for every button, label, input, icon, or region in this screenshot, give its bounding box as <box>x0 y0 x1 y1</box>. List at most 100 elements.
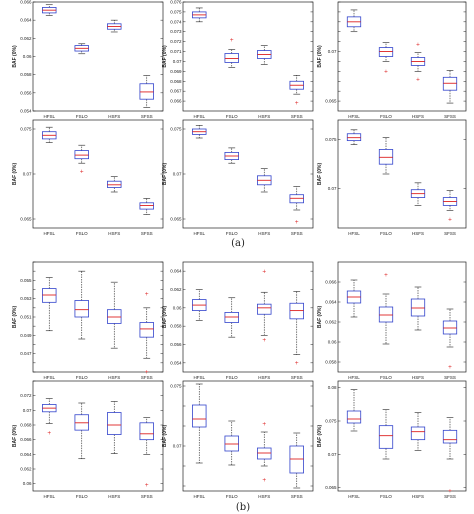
y-tick-label: 0.075 <box>20 127 32 132</box>
y-tick-label: 0.065 <box>325 99 337 104</box>
outlier-marker: + <box>145 370 149 376</box>
x-tick-label: SFSS <box>444 494 456 499</box>
box-hfsl: + <box>42 398 57 437</box>
x-tick-label: HSFS <box>108 231 120 236</box>
y-axis-label: BAF (0%) <box>317 425 323 448</box>
box-hsfs: ++ <box>257 422 272 484</box>
y-tick-label: 0.069 <box>170 69 182 74</box>
box-fslo: + <box>224 37 239 68</box>
y-tick-label: 0.075 <box>325 137 337 142</box>
iqr-box <box>289 445 304 474</box>
y-axis-label: BAF (0%) <box>12 306 18 329</box>
y-tick-label: 0.08 <box>328 385 337 390</box>
y-tick-label: 0.062 <box>20 467 32 472</box>
box-hfsl <box>192 383 207 464</box>
x-tick-label: SFSS <box>444 375 456 380</box>
y-tick-label: 0.064 <box>170 269 182 274</box>
panel-2: 0.066 0.067 0.068 0.069 0.07 0.071 0.072 0.073 0… <box>162 0 314 119</box>
box-hfsl <box>192 7 207 23</box>
x-tick-label: FSLO <box>226 114 238 119</box>
iqr-box <box>442 76 458 91</box>
panel-1: 0.054 0.056 0.058 0.06 0.062 0.064 0.066 BAF (0… <box>12 0 164 119</box>
plot-frame <box>32 261 164 373</box>
box-sfss: + <box>289 291 304 366</box>
y-tick-label: 0.066 <box>170 99 182 104</box>
y-tick-label: 0.058 <box>20 72 32 77</box>
outlier-marker: + <box>230 37 234 43</box>
box-sfss <box>139 75 154 108</box>
x-tick-label: HSFS <box>108 114 120 119</box>
y-tick-label: 0.075 <box>170 384 182 389</box>
x-tick-label: HFSL <box>348 231 360 236</box>
box-sfss: + <box>442 417 458 495</box>
box-hsfs <box>410 182 426 206</box>
y-tick-label: 0.07 <box>328 452 337 457</box>
x-tick-label: FSLO <box>380 375 392 380</box>
y-tick-label: 0.051 <box>20 315 32 320</box>
x-tick-label: SFSS <box>141 494 153 499</box>
y-tick-label: 0.058 <box>170 324 182 329</box>
box-fslo <box>224 147 239 164</box>
outlier-marker: + <box>262 338 266 344</box>
x-tick-label: HSFS <box>108 494 120 499</box>
x-tick-label: FSLO <box>380 494 392 499</box>
x-tick-label: FSLO <box>226 231 238 236</box>
iqr-box <box>139 322 154 338</box>
y-tick-label: 0.073 <box>170 29 182 34</box>
iqr-box <box>224 435 239 452</box>
iqr-box <box>410 426 426 441</box>
y-tick-label: 0.066 <box>20 437 32 442</box>
x-tick-label: HSFS <box>412 231 424 236</box>
iqr-box <box>139 202 154 210</box>
y-tick-label: 0.065 <box>170 217 182 222</box>
y-axis-label: BAF (0%) <box>162 425 168 448</box>
x-tick-label: HSFS <box>108 375 120 380</box>
box-sfss: + <box>442 190 458 223</box>
y-tick-label: 0.07 <box>328 49 337 54</box>
box-fslo <box>378 409 394 460</box>
iqr-box <box>139 422 154 441</box>
x-tick-label: HFSL <box>348 494 360 499</box>
y-tick-label: 0.062 <box>325 320 337 325</box>
y-tick-label: 0.062 <box>170 287 182 292</box>
plot-frame <box>182 261 314 373</box>
y-tick-label: 0.06 <box>23 54 32 59</box>
box-sfss: + <box>442 308 458 371</box>
outlier-marker: + <box>80 169 84 175</box>
outlier-marker: + <box>295 219 299 225</box>
x-tick-label: FSLO <box>76 494 88 499</box>
x-tick-label: HSFS <box>258 494 270 499</box>
caption-a: (a) <box>231 238 245 249</box>
outlier-marker: + <box>416 42 420 48</box>
y-tick-label: 0.065 <box>325 485 337 490</box>
x-tick-label: SFSS <box>141 114 153 119</box>
y-axis-label: BAF (0%) <box>317 306 323 329</box>
outlier-marker: + <box>448 365 452 371</box>
x-tick-label: FSLO <box>226 494 238 499</box>
box-hfsl <box>192 125 207 139</box>
y-tick-label: 0.066 <box>20 0 32 5</box>
y-tick-label: 0.074 <box>170 19 182 24</box>
y-tick-label: 0.07 <box>173 444 182 449</box>
box-fslo <box>74 43 89 55</box>
box-hfsl <box>192 289 207 321</box>
box-hsfs <box>107 401 122 454</box>
box-sfss <box>139 198 154 215</box>
panel-9: 0.058 0.06 0.062 0.064 0.066 BAF (0%) HFSL + FSL… <box>317 261 467 380</box>
x-tick-label: FSLO <box>76 231 88 236</box>
box-hsfs: ++ <box>257 269 272 344</box>
y-tick-label: 0.064 <box>325 300 337 305</box>
y-tick-label: 0.072 <box>20 393 32 398</box>
y-tick-label: 0.067 <box>170 89 182 94</box>
box-hfsl <box>42 126 57 143</box>
plot-frame <box>337 119 467 229</box>
x-tick-label: SFSS <box>141 375 153 380</box>
x-tick-label: HSFS <box>258 114 270 119</box>
box-fslo <box>74 402 89 460</box>
x-tick-label: HSFS <box>412 375 424 380</box>
panel-10: 0.06 0.062 0.064 0.066 0.068 0.07 0.072 BAF (0%… <box>12 380 164 499</box>
x-tick-label: HFSL <box>348 114 360 119</box>
